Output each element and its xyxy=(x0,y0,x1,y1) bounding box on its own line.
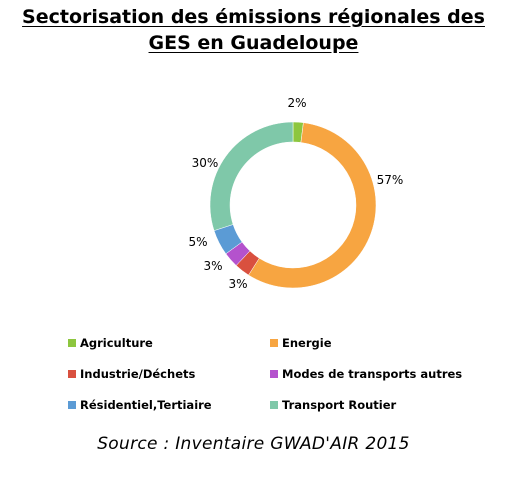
legend-label-residentiel-tertiaire: Résidentiel,Tertiaire xyxy=(80,398,212,412)
legend-item-energie: Energie xyxy=(270,336,332,350)
data-label-transport-routier: 30% xyxy=(192,156,219,170)
legend-label-agriculture: Agriculture xyxy=(80,336,153,350)
data-label-residentiel-tertiaire: 5% xyxy=(188,235,207,249)
donut-labels: 2% 57% 3% 3% 5% 30% xyxy=(188,96,403,291)
chart-title: Sectorisation des émissions régionales d… xyxy=(0,4,507,56)
legend-label-modes-transports-autres: Modes de transports autres xyxy=(282,367,463,381)
data-label-agriculture: 2% xyxy=(287,96,306,110)
donut-slices xyxy=(209,121,377,289)
legend-swatch-agriculture xyxy=(68,339,76,347)
legend-swatch-residentiel-tertiaire xyxy=(68,401,76,409)
legend-item-industrie-dechets: Industrie/Déchets xyxy=(68,367,195,381)
chart-title-line-1: Sectorisation des émissions régionales d… xyxy=(22,6,485,28)
data-label-modes-de-transports-autres: 3% xyxy=(203,259,222,273)
legend-label-transport-routier: Transport Routier xyxy=(282,398,397,412)
legend-item-agriculture: Agriculture xyxy=(68,336,153,350)
legend-swatch-industrie-dechets xyxy=(68,370,76,378)
donut-slice-transport-routier xyxy=(209,121,294,231)
source-note: Source : Inventaire GWAD'AIR 2015 xyxy=(97,434,410,454)
legend-swatch-transport-routier xyxy=(270,401,278,409)
legend-label-energie: Energie xyxy=(282,336,332,350)
donut-chart: 2% 57% 3% 3% 5% 30% xyxy=(188,96,403,291)
data-label-industrie-dechets: 3% xyxy=(228,277,247,291)
legend-item-residentiel-tertiaire: Résidentiel,Tertiaire xyxy=(68,398,212,412)
data-label-energie: 57% xyxy=(377,173,404,187)
legend-item-modes-transports-autres: Modes de transports autres xyxy=(270,367,462,381)
legend-item-transport-routier: Transport Routier xyxy=(270,398,396,412)
legend-swatch-modes-transports-autres xyxy=(270,370,278,378)
legend-label-industrie-dechets: Industrie/Déchets xyxy=(80,367,196,381)
donut-slice-energie xyxy=(248,122,377,289)
chart-title-line-2: GES en Guadeloupe xyxy=(148,32,359,54)
legend-swatch-energie xyxy=(270,339,278,347)
